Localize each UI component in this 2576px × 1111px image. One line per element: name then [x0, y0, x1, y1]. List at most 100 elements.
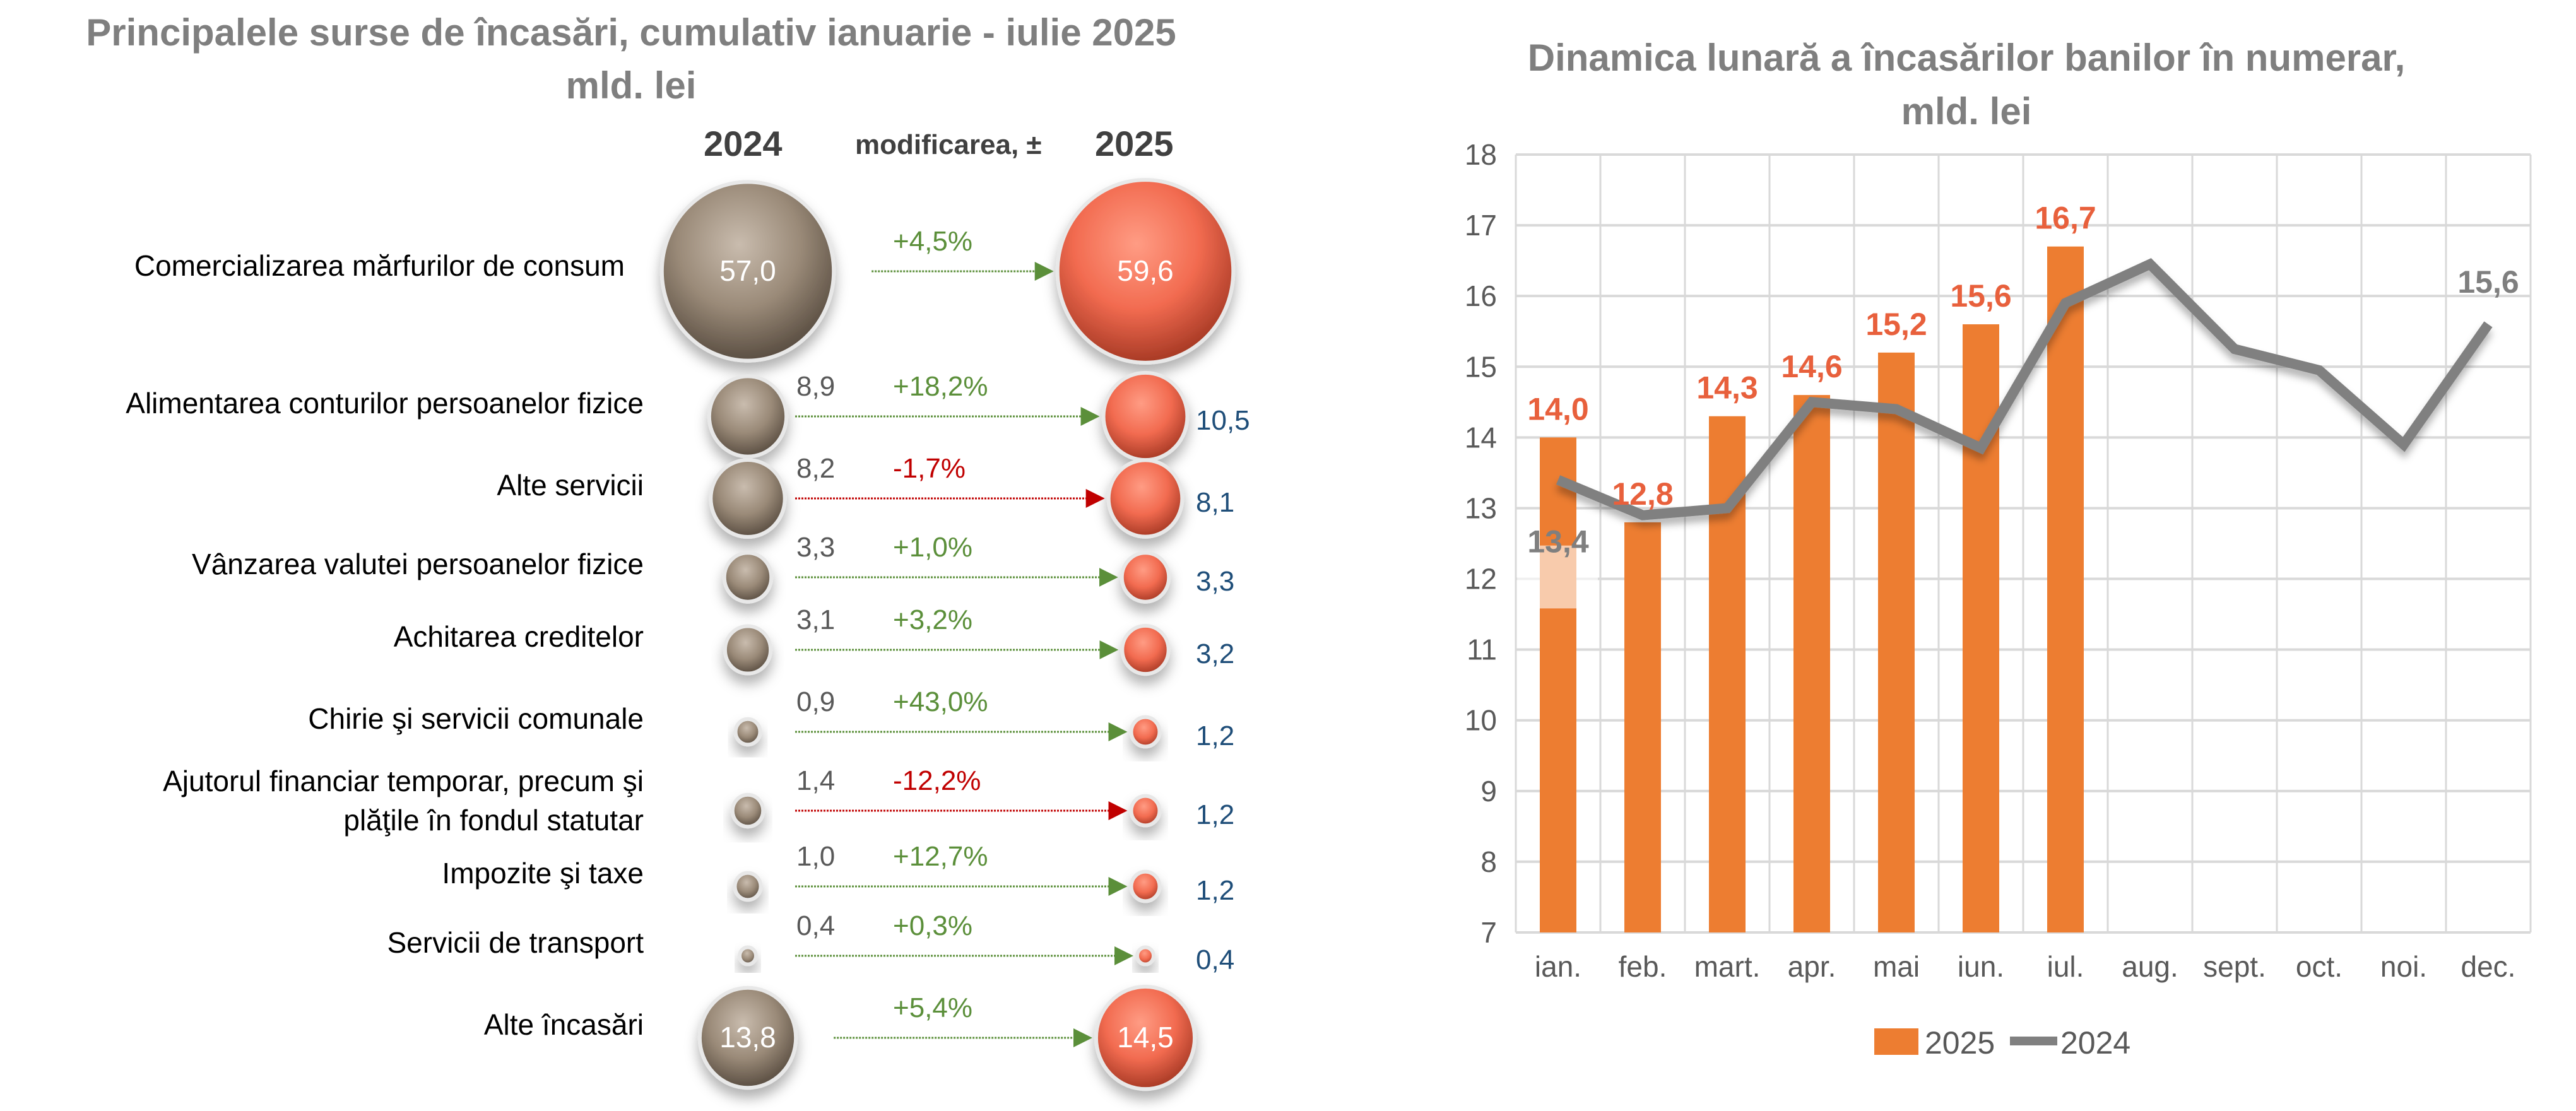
bubble-2025	[1055, 178, 1236, 365]
bar-2025	[1540, 437, 1576, 932]
change-percent: -12,2%	[893, 765, 981, 796]
row-label: Comercializarea mărfurilor de consum	[134, 249, 625, 282]
bubble-2025	[1101, 370, 1190, 462]
x-tick-label: mart.	[1694, 950, 1761, 983]
value-2024: 3,1	[796, 604, 836, 635]
bar-data-label: 14,3	[1696, 370, 1758, 406]
bar-data-label: 14,0	[1527, 391, 1588, 426]
bubble-2024	[730, 792, 765, 829]
bar-data-label: 12,8	[1612, 476, 1673, 512]
value-2025: 1,2	[1196, 720, 1235, 751]
value-2025: 3,3	[1196, 566, 1235, 597]
line-data-label: 15,6	[2457, 264, 2519, 300]
bar-2025	[1624, 522, 1661, 932]
x-tick-label: iul.	[2047, 950, 2084, 983]
sources-chart: Principalele surse de încasări, cumulati…	[13, 11, 1250, 1091]
bubble-2024	[733, 717, 762, 747]
x-tick-label: mai	[1873, 950, 1920, 983]
change-percent: -1,7%	[893, 453, 966, 484]
x-tick-label: sept.	[2203, 950, 2266, 983]
row-label: Vânzarea valutei persoanelor fizice	[192, 548, 644, 580]
bar-data-label: 15,2	[1865, 307, 1927, 342]
bubble-2025	[1129, 715, 1162, 749]
legend-swatch-2025	[1874, 1028, 1918, 1055]
bar-2025	[1793, 395, 1830, 932]
value-2025: 14,5	[1117, 1021, 1174, 1054]
value-2024: 0,9	[796, 686, 836, 717]
bubbles-layer	[659, 178, 1236, 1091]
x-tick-label: noi.	[2380, 950, 2427, 983]
change-percent: +1,0%	[893, 532, 972, 563]
row-label: Servicii de transport	[387, 926, 644, 959]
bar-2025	[2047, 246, 2084, 933]
x-tick-label: oct.	[2296, 950, 2343, 983]
sources-chart-title: Principalele surse de încasări, cumulati…	[86, 11, 1176, 54]
value-2025: 59,6	[1117, 254, 1174, 287]
x-tick-label: ian.	[1535, 950, 1581, 983]
bubble-2024	[709, 457, 787, 539]
legend-label-2025: 2025	[1925, 1025, 1995, 1061]
line-2024	[1556, 258, 2493, 520]
value-2024: 57,0	[719, 254, 776, 287]
bar-data-label: 14,6	[1781, 349, 1842, 384]
value-2024: 1,0	[796, 841, 836, 872]
value-2025: 10,5	[1196, 405, 1250, 436]
sources-chart-subtitle: mld. lei	[565, 64, 697, 107]
value-2025: 3,2	[1196, 638, 1235, 669]
y-tick-label: 14	[1465, 421, 1497, 454]
data-label-background	[1517, 545, 1598, 609]
bubble-2025	[1135, 945, 1155, 967]
change-percent: +12,7%	[893, 841, 988, 872]
x-tick-label: apr.	[1788, 950, 1836, 983]
y-tick-label: 11	[1467, 633, 1497, 666]
monthly-chart-subtitle: mld. lei	[1901, 90, 2032, 132]
bubble-2025	[1120, 623, 1171, 676]
value-2024: 8,2	[796, 453, 836, 484]
bar-2025	[1963, 324, 1999, 932]
monthly-chart-plot: 7 8 9 10 11 12 13 14 15 16 17 18 ian. feb. mart. apr. ma…	[1465, 138, 2532, 1061]
y-tick-label: 7	[1480, 916, 1497, 949]
monthly-chart: Dinamica lunară a încasărilor banilor în…	[1357, 0, 2576, 1111]
bubble-2024	[722, 551, 774, 604]
x-tick-label: dec.	[2461, 950, 2516, 983]
change-percent: +0,3%	[893, 910, 972, 941]
row-label: Alte servicii	[497, 469, 644, 502]
y-tick-label: 18	[1465, 138, 1497, 171]
value-2025: 1,2	[1196, 799, 1235, 830]
change-percent: +4,5%	[893, 226, 972, 257]
y-tick-label: 13	[1465, 491, 1497, 524]
row-label: Alte încasări	[483, 1008, 644, 1041]
y-tick-label: 17	[1465, 209, 1497, 242]
header-2024: 2024	[704, 124, 783, 163]
x-tick-label: iun.	[1958, 950, 2004, 983]
bubble-2024	[697, 985, 798, 1090]
value-2024: 1,4	[796, 765, 836, 796]
header-change: modificarea, ±	[855, 129, 1042, 160]
y-tick-label: 16	[1465, 279, 1497, 312]
header-2025: 2025	[1095, 124, 1174, 163]
value-2024: 13,8	[719, 1021, 776, 1054]
legend-label-2024: 2024	[2060, 1025, 2130, 1061]
line-data-label: 13,4	[1527, 524, 1589, 560]
bar-data-label: 16,7	[2035, 201, 2096, 236]
row-label-line1: Ajutorul financiar temporar, precum şi	[163, 765, 644, 797]
bubble-2025	[1129, 794, 1162, 828]
y-tick-label: 8	[1480, 845, 1497, 878]
monthly-chart-title: Dinamica lunară a încasărilor banilor în…	[1527, 37, 2406, 79]
row-label: Alimentarea conturilor persoanelor fizic…	[126, 387, 644, 420]
bubble-2025	[1129, 869, 1162, 903]
row-label: Achitarea creditelor	[393, 620, 644, 653]
value-2024: 3,3	[796, 532, 836, 563]
x-tick-label: aug.	[2122, 950, 2178, 983]
y-tick-label: 9	[1480, 775, 1497, 808]
bubble-2025	[1106, 458, 1185, 539]
y-tick-label: 12	[1465, 563, 1497, 596]
row-label: Ajutorul financiar temporar, precum şi pl…	[13, 761, 644, 840]
value-2025: 8,1	[1196, 487, 1235, 518]
row-label: Impozite şi taxe	[442, 857, 644, 890]
value-2025: 1,2	[1196, 875, 1235, 906]
row-label-line2: plăţile în fondul statutar	[343, 804, 644, 837]
x-tick-label: feb.	[1619, 950, 1667, 983]
bubble-2025	[1094, 984, 1197, 1091]
change-percent: +3,2%	[893, 604, 972, 635]
